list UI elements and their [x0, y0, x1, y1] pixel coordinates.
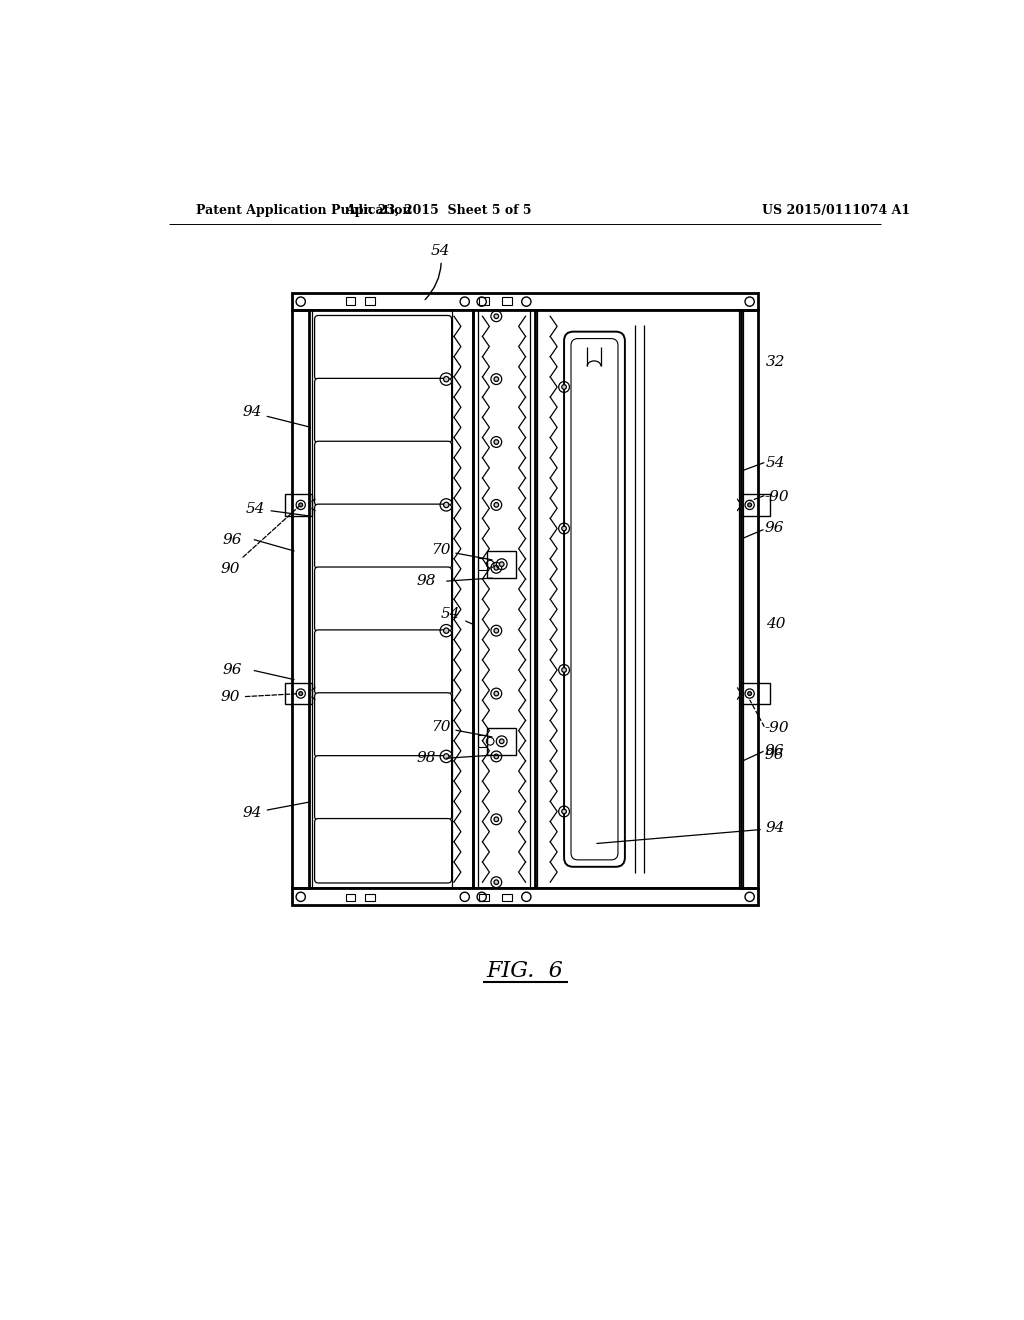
Bar — [346, 297, 355, 305]
Circle shape — [500, 739, 504, 743]
Circle shape — [494, 314, 499, 318]
Circle shape — [443, 754, 449, 759]
Circle shape — [748, 692, 752, 696]
Circle shape — [299, 692, 303, 696]
Text: US 2015/0111074 A1: US 2015/0111074 A1 — [762, 205, 910, 218]
Text: 96: 96 — [764, 521, 783, 535]
FancyBboxPatch shape — [571, 339, 617, 859]
Bar — [366, 894, 375, 902]
Circle shape — [748, 503, 752, 507]
FancyBboxPatch shape — [314, 755, 452, 820]
Bar — [366, 297, 375, 305]
Text: -90: -90 — [764, 721, 788, 735]
Text: 90: 90 — [220, 690, 298, 705]
Circle shape — [494, 628, 499, 634]
Circle shape — [494, 503, 499, 507]
Bar — [292, 888, 758, 906]
FancyBboxPatch shape — [314, 504, 452, 569]
Circle shape — [562, 384, 566, 389]
Circle shape — [562, 527, 566, 531]
Bar — [503, 894, 512, 902]
Text: 54: 54 — [246, 502, 310, 516]
Text: 70: 70 — [431, 721, 493, 737]
Circle shape — [562, 809, 566, 813]
FancyBboxPatch shape — [564, 331, 625, 867]
Circle shape — [494, 440, 499, 445]
Text: 98: 98 — [417, 751, 436, 766]
Text: 54: 54 — [425, 244, 451, 300]
FancyBboxPatch shape — [314, 630, 452, 694]
Text: 96: 96 — [222, 532, 243, 546]
Circle shape — [494, 817, 499, 821]
Text: Apr. 23, 2015  Sheet 5 of 5: Apr. 23, 2015 Sheet 5 of 5 — [345, 205, 531, 218]
Text: 98: 98 — [417, 574, 436, 589]
Bar — [741, 494, 770, 516]
Bar — [292, 310, 309, 888]
Text: -90: -90 — [764, 490, 788, 504]
Polygon shape — [478, 558, 487, 570]
Circle shape — [562, 668, 566, 672]
Text: Patent Application Publication: Patent Application Publication — [196, 205, 412, 218]
Circle shape — [299, 503, 303, 507]
Polygon shape — [478, 735, 487, 747]
Bar — [487, 552, 516, 578]
Text: FIG.  6: FIG. 6 — [486, 960, 563, 982]
FancyBboxPatch shape — [314, 315, 452, 380]
Text: 94: 94 — [243, 801, 310, 820]
FancyBboxPatch shape — [314, 379, 452, 442]
Text: 94: 94 — [243, 405, 310, 428]
Bar — [346, 894, 355, 902]
Bar — [285, 682, 311, 705]
Text: 40: 40 — [766, 618, 785, 631]
Bar — [479, 297, 488, 305]
Circle shape — [443, 628, 449, 634]
Text: 94: 94 — [597, 821, 785, 843]
Circle shape — [500, 562, 504, 566]
Bar — [292, 293, 758, 310]
FancyBboxPatch shape — [314, 568, 452, 631]
Circle shape — [494, 692, 499, 696]
FancyBboxPatch shape — [314, 818, 452, 883]
Circle shape — [494, 565, 499, 570]
Text: 54: 54 — [766, 455, 785, 470]
Text: 96: 96 — [764, 744, 783, 758]
Circle shape — [494, 754, 499, 759]
Text: 96: 96 — [222, 664, 243, 677]
FancyBboxPatch shape — [314, 693, 452, 758]
Circle shape — [494, 880, 499, 884]
Text: 54: 54 — [441, 607, 474, 624]
Bar — [503, 297, 512, 305]
Circle shape — [443, 376, 449, 381]
Bar — [741, 682, 770, 705]
Text: 32: 32 — [766, 355, 785, 370]
Text: 90: 90 — [220, 507, 299, 576]
Bar — [479, 894, 488, 902]
Circle shape — [494, 376, 499, 381]
Text: 70: 70 — [431, 544, 493, 560]
Bar — [285, 494, 311, 516]
Bar — [741, 310, 758, 888]
Text: 96: 96 — [764, 748, 783, 762]
Circle shape — [443, 502, 449, 508]
FancyBboxPatch shape — [314, 441, 452, 506]
Bar — [487, 729, 516, 755]
